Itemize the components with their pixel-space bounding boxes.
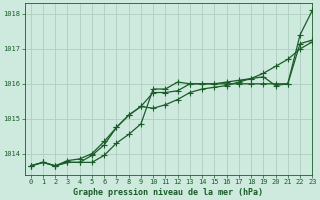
X-axis label: Graphe pression niveau de la mer (hPa): Graphe pression niveau de la mer (hPa) bbox=[74, 188, 263, 197]
